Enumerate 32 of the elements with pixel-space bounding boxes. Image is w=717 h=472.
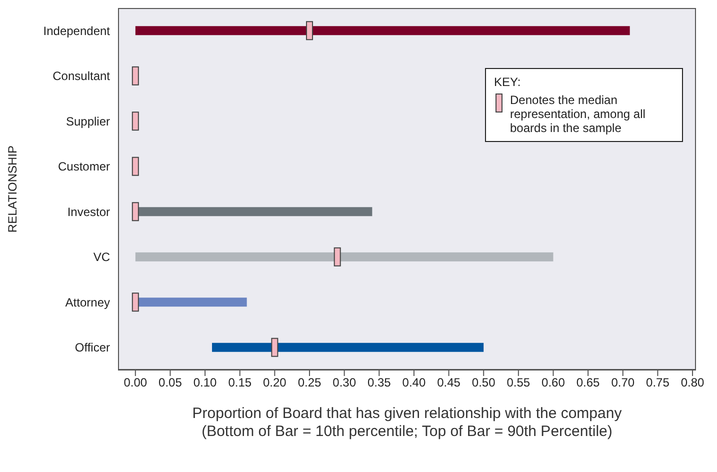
legend-label: Denotes the median representation, among all boards in the sample [510, 93, 646, 135]
bar [212, 342, 484, 352]
y-tick-label: Consultant [52, 69, 111, 84]
bar [135, 26, 630, 36]
x-tick-label: 0.80 [680, 376, 705, 390]
x-tick-label: 0.65 [576, 376, 600, 390]
y-tick-label: Independent [43, 24, 111, 38]
x-tick-label: 0.15 [228, 376, 252, 390]
legend-title: KEY: [494, 75, 522, 89]
y-tick-label: VC [93, 250, 110, 264]
y-tick-label: Attorney [65, 295, 110, 310]
x-tick-label: 0.45 [437, 376, 461, 390]
x-axis-title: Proportion of Board that has given relationship with the company (Bottom of Bar = 10th percentile; Top of Bar = 90th Percentile) [192, 405, 622, 440]
x-tick-label: 0.00 [124, 376, 148, 390]
y-tick-label: Customer [58, 160, 110, 174]
y-tick-label: Investor [67, 204, 110, 219]
x-tick-label: 0.55 [506, 376, 530, 390]
x-tick-label: 0.20 [263, 376, 287, 390]
y-axis-title: RELATIONSHIP [5, 145, 20, 233]
bar [135, 252, 554, 262]
x-tick-label: 0.50 [472, 376, 496, 390]
x-tick-label: 0.60 [542, 376, 566, 390]
x-tick-label: 0.30 [332, 376, 356, 390]
x-tick-label: 0.35 [367, 376, 392, 390]
x-tick-label: 0.10 [193, 376, 218, 390]
x-tick-label: 0.70 [611, 376, 635, 390]
x-tick-label: 0.25 [298, 376, 322, 390]
x-tick-label: 0.75 [646, 376, 670, 390]
y-tick-label: Officer [74, 340, 110, 355]
y-tick-label: Supplier [66, 114, 110, 128]
x-tick-label: 0.40 [402, 376, 426, 390]
x-tick-label: 0.05 [158, 376, 182, 390]
